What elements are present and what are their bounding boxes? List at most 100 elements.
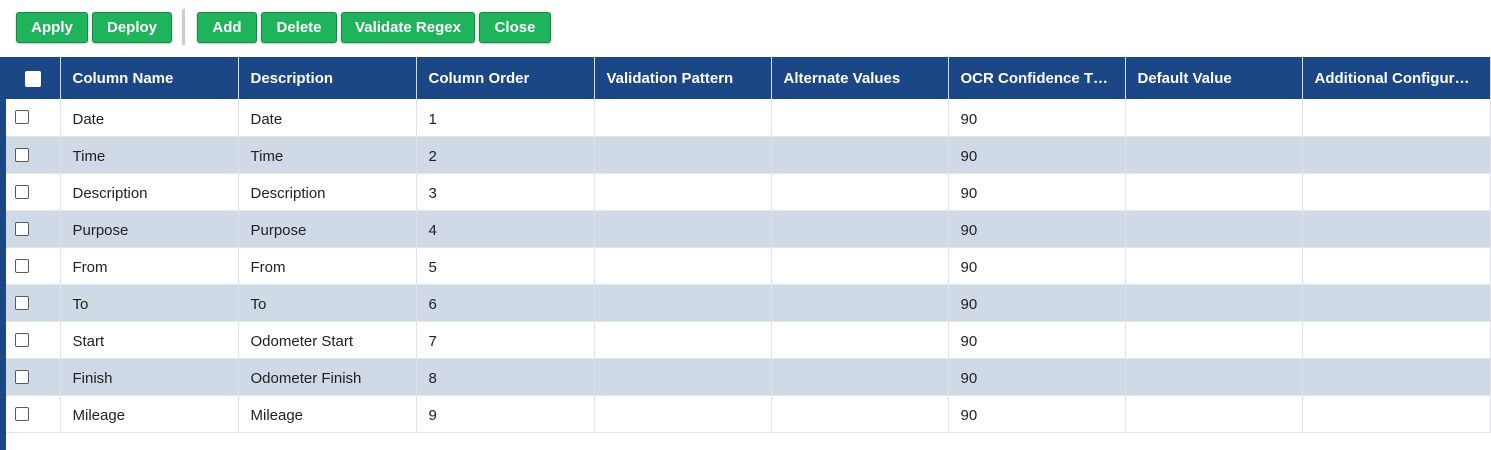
cell-default-value[interactable] bbox=[1125, 99, 1303, 137]
deploy-button[interactable]: Deploy bbox=[92, 12, 172, 43]
table-row[interactable]: Mileage Mileage 9 90 bbox=[6, 395, 1491, 433]
table-row[interactable]: Finish Odometer Finish 8 90 bbox=[6, 358, 1491, 396]
cell-ocr-confidence[interactable]: 90 bbox=[948, 247, 1126, 285]
cell-column-name[interactable]: Finish bbox=[60, 358, 239, 396]
cell-alternate-values[interactable] bbox=[771, 247, 949, 285]
cell-default-value[interactable] bbox=[1125, 284, 1303, 322]
table-row[interactable]: From From 5 90 bbox=[6, 247, 1491, 285]
table-row[interactable]: Time Time 2 90 bbox=[6, 136, 1491, 174]
cell-ocr-confidence[interactable]: 90 bbox=[948, 210, 1126, 248]
row-checkbox[interactable] bbox=[15, 332, 29, 347]
cell-column-name[interactable]: Purpose bbox=[60, 210, 239, 248]
cell-column-name[interactable]: Time bbox=[60, 136, 239, 174]
cell-column-order[interactable]: 4 bbox=[416, 210, 595, 248]
validate-regex-button[interactable]: Validate Regex bbox=[341, 12, 475, 43]
cell-description[interactable]: Odometer Start bbox=[238, 321, 417, 359]
cell-ocr-confidence[interactable]: 90 bbox=[948, 136, 1126, 174]
column-header-ocr-confidence[interactable]: OCR Confidence Thr... bbox=[948, 57, 1126, 99]
table-row[interactable]: Date Date 1 90 bbox=[6, 99, 1491, 137]
cell-ocr-confidence[interactable]: 90 bbox=[948, 358, 1126, 396]
cell-additional-config[interactable] bbox=[1302, 358, 1491, 396]
table-row[interactable]: Purpose Purpose 4 90 bbox=[6, 210, 1491, 248]
cell-alternate-values[interactable] bbox=[771, 173, 949, 211]
delete-button[interactable]: Delete bbox=[261, 12, 337, 43]
column-header-description[interactable]: Description bbox=[238, 57, 417, 99]
cell-ocr-confidence[interactable]: 90 bbox=[948, 173, 1126, 211]
cell-default-value[interactable] bbox=[1125, 173, 1303, 211]
cell-column-name[interactable]: Date bbox=[60, 99, 239, 137]
add-button[interactable]: Add bbox=[197, 12, 257, 43]
cell-validation-pattern[interactable] bbox=[594, 210, 772, 248]
cell-alternate-values[interactable] bbox=[771, 210, 949, 248]
row-checkbox[interactable] bbox=[15, 110, 29, 125]
cell-column-order[interactable]: 9 bbox=[416, 395, 595, 433]
column-header-additional-config[interactable]: Additional Configurati... bbox=[1302, 57, 1491, 99]
cell-column-name[interactable]: To bbox=[60, 284, 239, 322]
column-header-default-value[interactable]: Default Value bbox=[1125, 57, 1303, 99]
cell-column-name[interactable]: Mileage bbox=[60, 395, 239, 433]
cell-additional-config[interactable] bbox=[1302, 321, 1491, 359]
cell-validation-pattern[interactable] bbox=[594, 247, 772, 285]
cell-column-order[interactable]: 5 bbox=[416, 247, 595, 285]
cell-description[interactable]: Odometer Finish bbox=[238, 358, 417, 396]
cell-validation-pattern[interactable] bbox=[594, 321, 772, 359]
cell-validation-pattern[interactable] bbox=[594, 358, 772, 396]
cell-default-value[interactable] bbox=[1125, 395, 1303, 433]
cell-additional-config[interactable] bbox=[1302, 99, 1491, 137]
cell-column-name[interactable]: Start bbox=[60, 321, 239, 359]
cell-ocr-confidence[interactable]: 90 bbox=[948, 321, 1126, 359]
cell-alternate-values[interactable] bbox=[771, 284, 949, 322]
cell-additional-config[interactable] bbox=[1302, 395, 1491, 433]
cell-alternate-values[interactable] bbox=[771, 321, 949, 359]
cell-default-value[interactable] bbox=[1125, 358, 1303, 396]
cell-default-value[interactable] bbox=[1125, 321, 1303, 359]
cell-additional-config[interactable] bbox=[1302, 136, 1491, 174]
column-header-name[interactable]: Column Name bbox=[60, 57, 239, 99]
cell-description[interactable]: Purpose bbox=[238, 210, 417, 248]
cell-alternate-values[interactable] bbox=[771, 136, 949, 174]
cell-column-name[interactable]: From bbox=[60, 247, 239, 285]
cell-default-value[interactable] bbox=[1125, 136, 1303, 174]
row-checkbox[interactable] bbox=[15, 295, 29, 310]
table-row[interactable]: Description Description 3 90 bbox=[6, 173, 1491, 211]
cell-description[interactable]: Date bbox=[238, 99, 417, 137]
cell-alternate-values[interactable] bbox=[771, 358, 949, 396]
cell-description[interactable]: Description bbox=[238, 173, 417, 211]
row-checkbox[interactable] bbox=[15, 184, 29, 199]
cell-alternate-values[interactable] bbox=[771, 395, 949, 433]
cell-column-order[interactable]: 7 bbox=[416, 321, 595, 359]
cell-validation-pattern[interactable] bbox=[594, 99, 772, 137]
table-row[interactable]: Start Odometer Start 7 90 bbox=[6, 321, 1491, 359]
cell-ocr-confidence[interactable]: 90 bbox=[948, 99, 1126, 137]
row-checkbox[interactable] bbox=[15, 221, 29, 236]
cell-column-order[interactable]: 3 bbox=[416, 173, 595, 211]
cell-column-order[interactable]: 1 bbox=[416, 99, 595, 137]
cell-description[interactable]: From bbox=[238, 247, 417, 285]
cell-additional-config[interactable] bbox=[1302, 173, 1491, 211]
row-checkbox[interactable] bbox=[15, 258, 29, 273]
cell-validation-pattern[interactable] bbox=[594, 173, 772, 211]
cell-default-value[interactable] bbox=[1125, 247, 1303, 285]
cell-ocr-confidence[interactable]: 90 bbox=[948, 284, 1126, 322]
cell-alternate-values[interactable] bbox=[771, 99, 949, 137]
cell-default-value[interactable] bbox=[1125, 210, 1303, 248]
cell-additional-config[interactable] bbox=[1302, 284, 1491, 322]
cell-validation-pattern[interactable] bbox=[594, 284, 772, 322]
apply-button[interactable]: Apply bbox=[16, 12, 88, 43]
cell-validation-pattern[interactable] bbox=[594, 136, 772, 174]
select-all-checkbox[interactable] bbox=[24, 70, 41, 87]
cell-additional-config[interactable] bbox=[1302, 247, 1491, 285]
cell-description[interactable]: Time bbox=[238, 136, 417, 174]
cell-ocr-confidence[interactable]: 90 bbox=[948, 395, 1126, 433]
row-checkbox[interactable] bbox=[15, 406, 29, 421]
cell-description[interactable]: To bbox=[238, 284, 417, 322]
row-checkbox[interactable] bbox=[15, 369, 29, 384]
cell-column-order[interactable]: 6 bbox=[416, 284, 595, 322]
cell-description[interactable]: Mileage bbox=[238, 395, 417, 433]
cell-additional-config[interactable] bbox=[1302, 210, 1491, 248]
column-header-validation-pattern[interactable]: Validation Pattern bbox=[594, 57, 772, 99]
close-button[interactable]: Close bbox=[479, 12, 551, 43]
table-row[interactable]: To To 6 90 bbox=[6, 284, 1491, 322]
cell-column-order[interactable]: 2 bbox=[416, 136, 595, 174]
cell-column-name[interactable]: Description bbox=[60, 173, 239, 211]
